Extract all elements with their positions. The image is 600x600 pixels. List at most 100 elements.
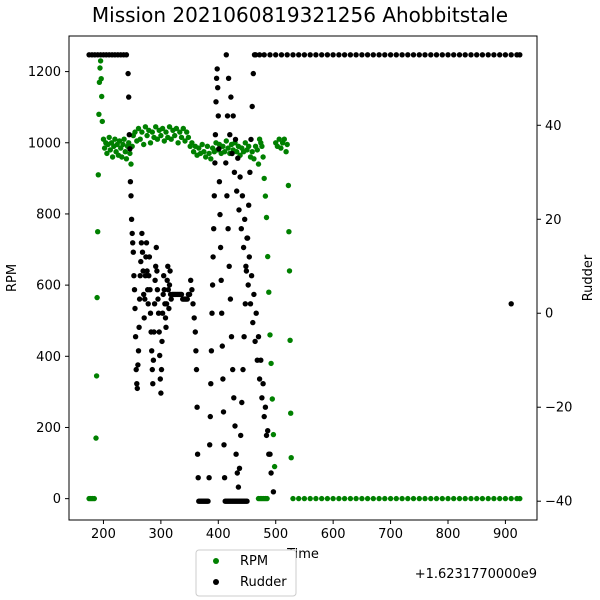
point-rudder (341, 52, 348, 58)
point-rudder (218, 277, 224, 283)
point-rudder (239, 193, 246, 199)
point-rpm (284, 141, 290, 148)
point-rpm (508, 495, 514, 502)
point-rudder (151, 301, 158, 307)
point-rudder (223, 160, 229, 166)
point-rudder (238, 226, 244, 232)
point-rpm (456, 495, 463, 502)
chart-title: Mission 2021060819321256 Ahobbitstale (92, 3, 508, 27)
point-rudder (145, 301, 151, 307)
point-rudder (254, 357, 260, 363)
y-tick-label-right: 40 (545, 119, 562, 134)
point-rpm (159, 125, 166, 132)
point-rudder (134, 385, 140, 392)
point-rudder (240, 244, 247, 251)
point-rudder (324, 52, 331, 58)
point-rudder (138, 258, 144, 265)
point-rudder (462, 52, 468, 58)
point-rudder (382, 52, 388, 58)
point-rudder (178, 291, 185, 298)
point-rudder (157, 376, 163, 382)
point-rpm (445, 495, 451, 502)
point-rudder (241, 334, 247, 340)
point-rudder (134, 381, 140, 387)
point-rpm (330, 495, 336, 502)
point-rpm (189, 140, 195, 146)
point-rudder (209, 282, 216, 288)
point-rudder (387, 52, 394, 58)
point-rpm (285, 182, 292, 189)
point-rpm (122, 149, 128, 155)
point-rudder (228, 334, 235, 340)
point-rudder (250, 70, 256, 77)
point-rudder (245, 282, 251, 288)
point-rudder (144, 268, 150, 274)
point-rudder (168, 296, 174, 302)
point-rudder (224, 113, 231, 119)
point-rpm (127, 150, 133, 157)
point-rudder (508, 52, 514, 58)
point-rudder (278, 52, 285, 58)
point-rudder (224, 193, 230, 199)
point-rpm (168, 136, 174, 142)
point-rpm (116, 138, 123, 144)
point-rpm (296, 495, 302, 502)
point-rudder (161, 273, 167, 279)
x-tick-label: 600 (321, 527, 346, 542)
point-rudder (256, 376, 263, 382)
point-rudder (157, 352, 163, 359)
point-rpm (242, 140, 248, 146)
point-rudder (236, 207, 242, 213)
point-rudder (236, 465, 243, 471)
point-rudder (230, 366, 236, 373)
x-tick-label: 700 (378, 527, 403, 542)
point-rpm (126, 140, 132, 146)
point-rudder (217, 211, 223, 218)
point-rudder (238, 432, 244, 439)
point-rpm (474, 495, 480, 502)
point-rudder (165, 263, 171, 269)
point-rpm (468, 495, 474, 502)
x-axis-offset-label: +1.6231770000e9 (415, 567, 537, 582)
point-rudder (147, 310, 154, 316)
point-rpm (246, 143, 252, 149)
point-rudder (163, 324, 169, 330)
x-tick-label: 300 (148, 527, 173, 542)
point-rudder (252, 52, 259, 58)
point-rudder (336, 52, 342, 58)
point-rpm (313, 495, 319, 502)
point-rpm (208, 156, 214, 162)
point-rpm (264, 495, 270, 502)
y-axis-label-left: RPM (5, 264, 20, 292)
point-rpm (283, 149, 289, 155)
point-rpm (433, 495, 440, 502)
point-rudder (364, 52, 371, 58)
point-rudder (393, 52, 399, 58)
y-tick-label-left: 400 (36, 350, 61, 365)
point-rpm (95, 229, 101, 235)
point-rpm (121, 136, 127, 142)
point-rpm (106, 134, 112, 141)
point-rudder (353, 52, 359, 58)
point-rudder (422, 52, 428, 58)
point-rudder (136, 296, 143, 302)
y-tick-label-right: 20 (545, 213, 562, 228)
point-rudder (242, 216, 248, 222)
point-rudder (268, 470, 274, 476)
point-rudder (240, 366, 246, 373)
point-rpm (259, 143, 265, 149)
point-rudder (456, 52, 463, 58)
point-rpm (479, 495, 486, 502)
point-rpm (158, 132, 164, 139)
point-rudder (193, 366, 200, 373)
x-tick-label: 400 (206, 527, 231, 542)
point-rudder (255, 334, 262, 340)
point-rpm (451, 495, 457, 502)
point-rudder (190, 301, 196, 307)
point-rudder (508, 301, 514, 307)
point-rudder (215, 85, 221, 91)
point-rudder (405, 52, 411, 58)
point-rudder (195, 475, 201, 481)
point-rpm (101, 145, 108, 151)
point-rudder (231, 395, 237, 401)
